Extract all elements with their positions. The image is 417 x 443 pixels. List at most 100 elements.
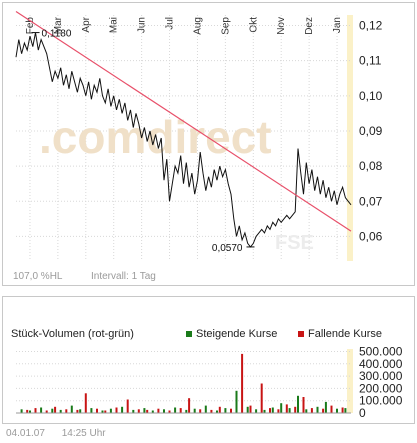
volume-bar-rising — [29, 410, 31, 413]
legend-falling: Fallende Kurse — [298, 328, 382, 340]
volume-bar-rising — [51, 408, 54, 413]
volume-bar-falling — [34, 408, 37, 413]
current-period-highlight — [347, 349, 353, 413]
volume-bar-falling — [76, 409, 79, 413]
volume-y-tick-label: 0 — [359, 406, 366, 420]
price-line — [15, 32, 352, 248]
month-label: Dez — [304, 17, 315, 35]
legend-rising-swatch — [186, 331, 192, 338]
low-label: 0,0570 — [212, 243, 243, 254]
volume-bar-falling — [84, 393, 87, 413]
legend-rising: Steigende Kurse — [186, 328, 277, 340]
volume-bar-falling — [126, 399, 129, 413]
volume-bar-rising — [288, 408, 291, 413]
month-label: Okt — [248, 17, 259, 33]
volume-bar-falling — [96, 408, 98, 413]
y-tick-label: 0,12 — [359, 19, 383, 33]
volume-y-tick-label: 200.000 — [359, 381, 403, 395]
y-tick-label: 0,06 — [359, 229, 383, 243]
month-label: Apr — [81, 16, 92, 32]
volume-bar-rising — [79, 409, 82, 413]
y-tick-label: 0,07 — [359, 194, 383, 208]
volume-bar-rising — [101, 410, 104, 413]
footer: 04.01.07 14:25 Uhr — [6, 428, 120, 439]
volume-bar-falling — [269, 408, 271, 413]
price-chart: Feb Mar Apr Mai Jun Jul Aug Sep Okt Nov Dez Jan 0,12… — [13, 10, 383, 282]
y-tick-label: 0,09 — [359, 124, 383, 138]
volume-bar-rising — [204, 405, 207, 413]
month-label: Sep — [220, 17, 231, 35]
volume-bar-rising — [109, 408, 112, 413]
volume-bar-falling — [341, 407, 344, 413]
volume-y-tick-label: 300.000 — [359, 369, 403, 383]
volume-bar-falling — [65, 409, 68, 413]
month-label: Mai — [109, 17, 120, 33]
volume-y-tick-label: 500.000 — [359, 344, 403, 358]
volume-bar-falling — [26, 409, 29, 413]
volume-bar-falling — [302, 397, 305, 413]
volume-bar-rising — [193, 408, 196, 413]
volume-bar-rising — [263, 409, 266, 413]
volume-bar-rising — [316, 406, 319, 413]
interval-label: Intervall: 1 Tag — [91, 271, 156, 282]
volume-bar-falling — [277, 409, 280, 413]
y-tick-label: 0,10 — [359, 89, 383, 103]
volume-bar-falling — [285, 404, 288, 413]
legend-rising-label: Steigende Kurse — [196, 328, 278, 340]
volume-bar-rising — [174, 407, 177, 413]
volume-bar-rising — [235, 390, 238, 413]
trendline — [15, 10, 352, 232]
volume-bar-rising — [216, 410, 218, 413]
volume-bar-rising — [344, 408, 347, 413]
volume-bar-rising — [132, 409, 135, 413]
volume-bar-falling — [137, 409, 140, 413]
volume-bar-falling — [218, 406, 221, 413]
volume-bar-rising — [271, 407, 274, 413]
volume-y-tick-label: 400.000 — [359, 357, 403, 371]
volume-bar-rising — [151, 410, 154, 413]
month-label: Jul — [165, 17, 176, 30]
volume-bar-falling — [54, 406, 57, 413]
volume-bar-falling — [330, 405, 333, 413]
y-tick-label: 0,08 — [359, 159, 383, 173]
y-tick-label: 0,11 — [359, 54, 382, 68]
volume-bar-falling — [249, 405, 252, 413]
footer-date: 04.01.07 — [6, 428, 45, 439]
volume-bar-falling — [188, 398, 191, 413]
high-label: 0,1180 — [42, 29, 72, 40]
volume-bar-falling — [260, 383, 263, 413]
volume-bar-falling — [179, 408, 182, 413]
volume-bar-falling — [230, 408, 232, 413]
volume-bar-falling — [210, 409, 213, 413]
price-chart-panel: Feb Mar Apr Mai Jun Jul Aug Sep Okt Nov Dez Jan 0,12… — [2, 2, 415, 286]
volume-bar-rising — [90, 408, 93, 413]
volume-bar-falling — [104, 410, 107, 413]
volume-title: Stück-Volumen (rot-grün) — [11, 328, 134, 340]
footer-time: 14:25 Uhr — [61, 428, 106, 439]
volume-bar-falling — [199, 409, 202, 413]
legend-falling-label: Fallende Kurse — [308, 328, 382, 340]
volume-chart-panel: Stück-Volumen (rot-grün) 500.000 400.000 30… — [2, 296, 415, 424]
legend-falling-swatch — [298, 331, 304, 338]
month-label: Aug — [192, 17, 203, 35]
volume-y-tick-label: 100.000 — [359, 394, 403, 408]
volume-bar-rising — [280, 403, 283, 413]
volume-bar-rising — [70, 405, 73, 413]
volume-bar-rising — [40, 407, 43, 413]
volume-bar-falling — [322, 408, 325, 413]
volume-bar-falling — [146, 409, 149, 413]
performance-label: 107,0 %HL — [13, 271, 63, 282]
volume-bar-rising — [59, 409, 62, 413]
volume-bar-falling — [115, 407, 118, 413]
volume-bar-rising — [297, 395, 299, 413]
volume-bar-rising — [336, 408, 338, 413]
volume-bar-falling — [168, 410, 171, 413]
volume-bar-falling — [294, 406, 297, 413]
volume-bar-rising — [121, 406, 124, 413]
volume-bar-rising — [324, 401, 327, 413]
watermark-exchange: FSE — [275, 232, 314, 254]
volume-bar-rising — [185, 409, 188, 413]
volume-bar-falling — [157, 408, 160, 413]
volume-bar-rising — [20, 409, 23, 413]
month-label: Nov — [276, 17, 287, 35]
